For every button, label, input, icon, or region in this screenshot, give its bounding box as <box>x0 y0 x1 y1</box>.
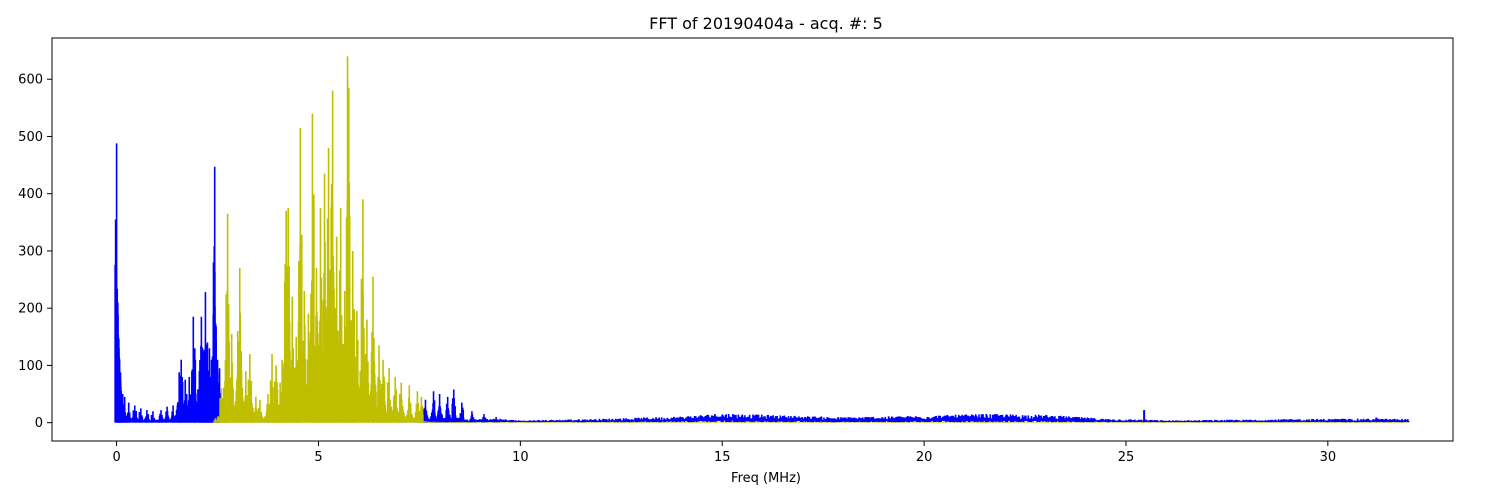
y-tick-label: 600 <box>18 73 43 88</box>
x-axis-title: Freq (MHz) <box>731 471 801 486</box>
x-tick-label: 15 <box>714 450 731 465</box>
x-tick-label: 10 <box>512 450 529 465</box>
y-tick-label: 200 <box>18 302 43 317</box>
x-tick-label: 5 <box>314 450 322 465</box>
series-1 <box>212 56 1410 423</box>
y-tick-label: 400 <box>18 187 43 202</box>
plot-area <box>114 56 1410 423</box>
x-tick-label: 25 <box>1118 450 1135 465</box>
chart-title: FFT of 20190404a - acq. #: 5 <box>649 14 883 33</box>
y-axis: 0 100 200 300 400 500 600 <box>18 73 52 431</box>
y-tick-label: 0 <box>35 416 43 431</box>
series-1-band <box>214 199 423 423</box>
x-axis: 0 5 10 15 20 25 30 <box>112 441 1336 465</box>
series-0-band <box>116 272 497 423</box>
y-tick-label: 100 <box>18 359 43 374</box>
axes-frame <box>51 37 1454 442</box>
series-0 <box>114 143 1410 423</box>
x-tick-label: 30 <box>1320 450 1337 465</box>
y-tick-label: 300 <box>18 244 43 259</box>
x-tick-label: 0 <box>112 450 120 465</box>
x-tick-label: 20 <box>916 450 933 465</box>
y-tick-label: 500 <box>18 130 43 145</box>
